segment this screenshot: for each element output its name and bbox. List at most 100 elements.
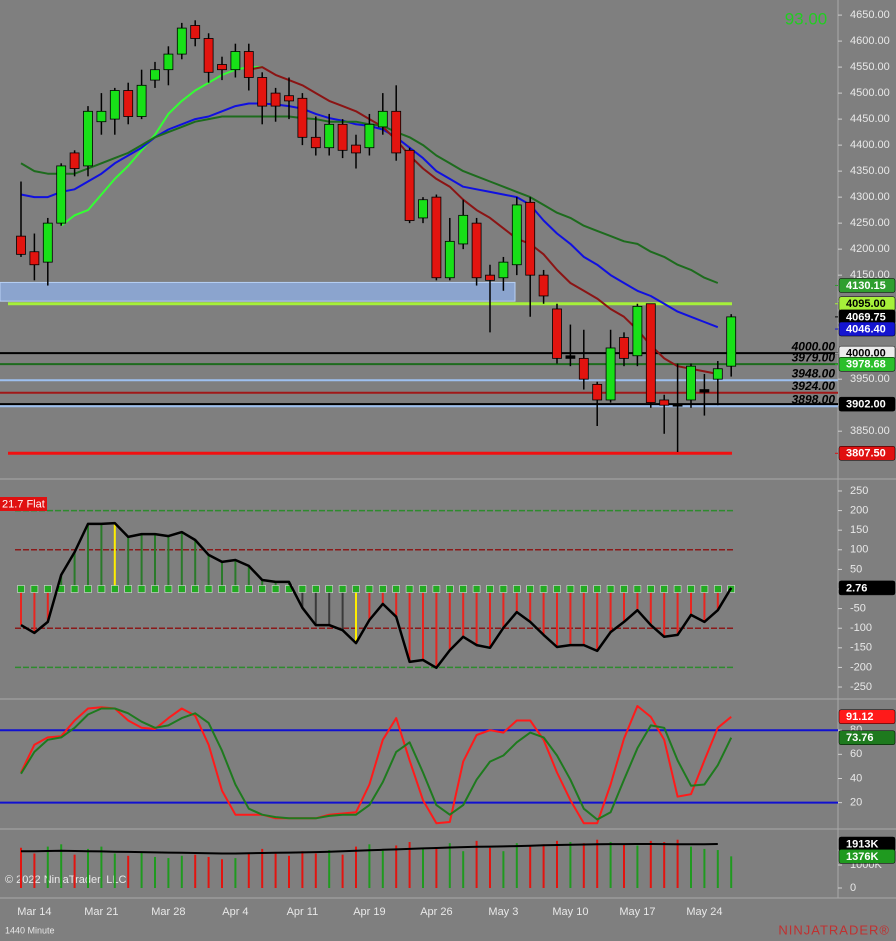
candle-body [498,261,509,279]
zero-marker [620,585,628,593]
zero-marker [566,585,575,593]
y-tick-label: 4150.00 [850,269,890,281]
zero-marker [124,585,132,593]
zero-marker [445,585,454,593]
zero-marker [539,585,548,593]
zero-marker [459,585,468,593]
x-tick-label: May 3 [488,906,518,918]
zero-marker [392,585,401,593]
candle-body [578,357,589,380]
candle-body [190,25,201,39]
price-badge: 4069.75 [846,311,886,323]
x-tick-label: Mar 28 [151,906,185,918]
x-tick-label: Apr 11 [287,906,319,918]
price-badge-bg [838,357,896,372]
zero-marker [111,585,119,593]
candle-body [69,152,80,169]
candle-body [458,214,469,245]
indicator-line [20,705,732,825]
level-label: 3898.00 [792,392,836,406]
y-tick-label: 60 [850,748,862,760]
zero-marker [405,585,414,593]
zero-marker [325,585,334,593]
zone [0,281,516,302]
candle-body [310,136,321,149]
candle-body [364,123,375,149]
candle-body [485,274,495,281]
price-badge: 4000.00 [846,348,886,360]
candle-body [284,95,294,102]
price-badge-bg [838,278,896,293]
y-tick-label: 3850.00 [850,425,890,437]
candle-body [619,337,629,359]
candle-body [16,235,26,255]
level-label: 3948.00 [792,366,836,380]
zero-marker [593,585,602,593]
zero-marker [218,585,226,593]
price-badge: 4130.15 [846,280,886,292]
candle-body [552,308,562,359]
indicator-line [60,66,263,227]
zero-marker [164,585,173,593]
price-badge: 3902.00 [846,399,886,411]
candle-body [645,303,656,403]
candle-body [592,383,603,401]
y-tick-label: 4400.00 [850,139,890,151]
y-tick-label: 4250.00 [850,217,890,229]
x-tick-label: Mar 14 [17,906,51,918]
candle-body [525,201,536,276]
zero-marker [499,585,508,593]
y-tick-label: 150 [850,524,868,536]
candle-body [565,355,576,359]
zero-marker [646,585,655,593]
candle-body [176,27,187,55]
candle-body [243,51,254,78]
indicator-badge: 73.76 [846,732,874,744]
zero-marker [378,585,387,593]
zero-marker [526,585,535,593]
timeframe: 1440 Minute [5,925,55,935]
zero-marker [151,585,159,593]
candle-body [511,204,522,266]
candle-body [659,399,670,406]
y-tick-label: 4600.00 [850,35,890,47]
zero-marker [365,585,374,593]
candle-body [150,69,160,81]
zero-marker [700,585,709,593]
indicator-badge-bg [838,730,896,745]
zero-marker [338,585,347,593]
annotation: 21.7 Flat [2,498,45,510]
y-tick-label: 50 [850,563,862,575]
zero-marker [231,585,240,593]
level-label: 3924.00 [792,379,836,393]
price-badge-bg [838,446,896,461]
candle-body [605,347,616,401]
y-tick-label: -50 [850,603,866,615]
zero-marker [553,585,561,593]
x-tick-label: Apr 26 [420,906,452,918]
y-tick-label: -250 [850,681,872,693]
indicator-badge: 91.12 [846,711,874,723]
copyright: © 2022 NinjaTrader, LLC [5,874,126,886]
x-tick-label: Mar 21 [84,906,118,918]
candle-body [324,123,335,149]
zero-marker [633,585,642,593]
zero-marker [486,585,494,593]
y-tick-label: 0 [850,882,856,894]
y-tick-label: 3950.00 [850,373,890,385]
y-tick-label: -100 [850,622,872,634]
candle-body [444,240,455,279]
candle-body [377,110,388,128]
indicator-badge: 2.76 [846,582,867,594]
price-badge: 3978.68 [846,359,886,371]
zero-marker [606,585,615,593]
y-tick-label: 4300.00 [850,191,890,203]
y-tick-label: 4650.00 [850,9,890,21]
candle-body [632,305,643,357]
level-label: 4000.00 [791,339,836,353]
indicator-badge: 1376K [846,851,878,863]
annotation-bg [0,497,47,511]
y-tick-label: -150 [850,642,872,654]
zero-marker [17,585,25,593]
